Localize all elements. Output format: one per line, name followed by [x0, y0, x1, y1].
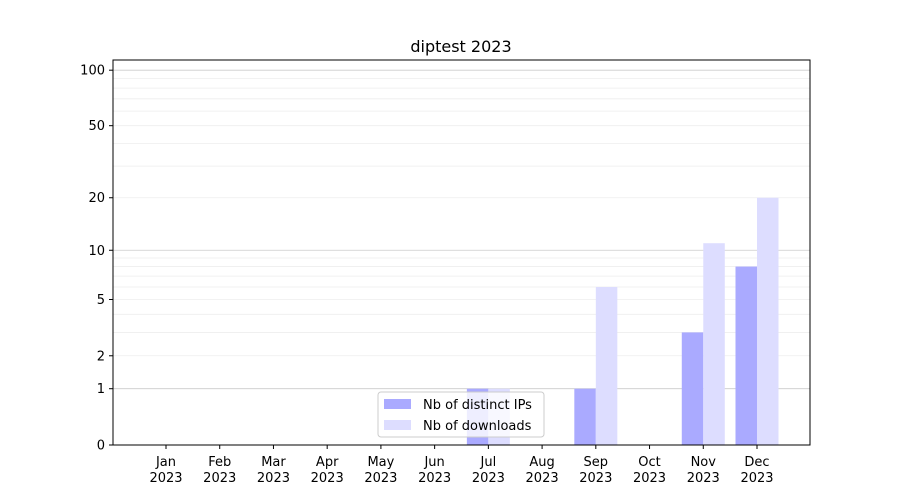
plot-frame [112, 59, 811, 446]
y-tick-label: 50 [88, 119, 105, 134]
x-tick-label: Jan 2023 [149, 455, 182, 486]
bar-distinct-ips [735, 266, 757, 445]
x-tick-label: Feb 2023 [203, 455, 236, 486]
x-tick-label: Aug 2023 [526, 455, 559, 486]
y-tick-label: 2 [97, 349, 105, 364]
x-axis: Jan 2023 Feb 2023 Mar 2023 Apr 2023 May 2023 Jun 20… [149, 445, 774, 486]
y-tick-label: 1 [97, 382, 105, 397]
gridlines [113, 69, 810, 390]
legend-label-ips: Nb of distinct IPs [423, 398, 532, 413]
x-tick-label: Mar 2023 [257, 455, 290, 486]
x-tick-label: Apr 2023 [311, 455, 344, 486]
bar-downloads [757, 197, 779, 445]
x-tick-label: Oct 2023 [633, 455, 666, 486]
legend-box [377, 391, 545, 438]
legend-label-downloads: Nb of downloads [423, 419, 532, 434]
y-axis: 0 1 2 5 10 20 50 100 [80, 64, 113, 454]
y-tick-label: 20 [88, 191, 105, 206]
bar-downloads [595, 286, 618, 445]
y-tick-label: 0 [97, 439, 105, 454]
bar-distinct-ips [574, 388, 596, 445]
legend: Nb of distinct IPs Nb of downloads [377, 391, 545, 438]
x-tick-label: Jun 2023 [418, 455, 451, 486]
x-tick-label: Nov 2023 [687, 455, 720, 486]
bar-downloads [703, 243, 725, 445]
x-tick-label: Sep 2023 [579, 455, 612, 486]
x-tick-label: Dec 2023 [740, 455, 773, 486]
y-tick-label: 100 [80, 64, 105, 79]
x-tick-label: May 2023 [364, 455, 397, 486]
legend-swatch-ips [384, 399, 411, 409]
y-tick-label: 10 [88, 244, 105, 259]
legend-swatch-downloads [384, 420, 411, 430]
x-tick-label: Jul 2023 [472, 455, 505, 486]
chart-title: diptest 2023 [410, 37, 511, 56]
bar-distinct-ips [681, 332, 704, 445]
y-tick-label: 5 [97, 293, 105, 308]
